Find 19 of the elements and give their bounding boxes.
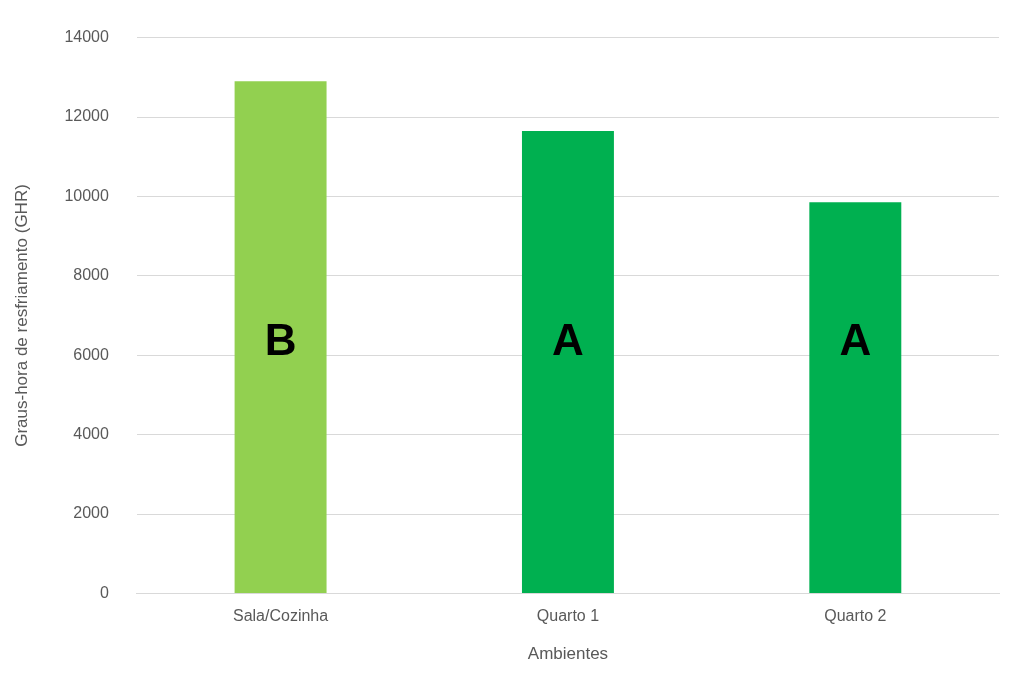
y-tick-label: 12000 [64,107,109,125]
y-tick-label: 10000 [64,186,109,204]
annotation: A [839,315,872,365]
y-axis-title: Graus-hora de resfriamento (GHR) [11,184,31,447]
annotation: A [552,315,584,365]
bar [809,202,902,593]
y-tick-label: 4000 [73,425,109,443]
y-tick-label: 2000 [73,504,109,522]
annotation: B [264,315,297,365]
x-tick-label: Quarto 1 [536,607,600,625]
bar [234,81,327,593]
x-tick-label: Sala/Cozinha [232,607,329,625]
x-axis-title: Ambientes [527,644,609,664]
y-tick-label: 0 [99,583,109,601]
x-tick-label: Quarto 2 [824,607,887,625]
y-tick-label: 8000 [73,266,109,284]
bar [521,130,614,593]
y-tick-label: 6000 [73,345,109,363]
y-tick-label: 14000 [64,28,109,46]
